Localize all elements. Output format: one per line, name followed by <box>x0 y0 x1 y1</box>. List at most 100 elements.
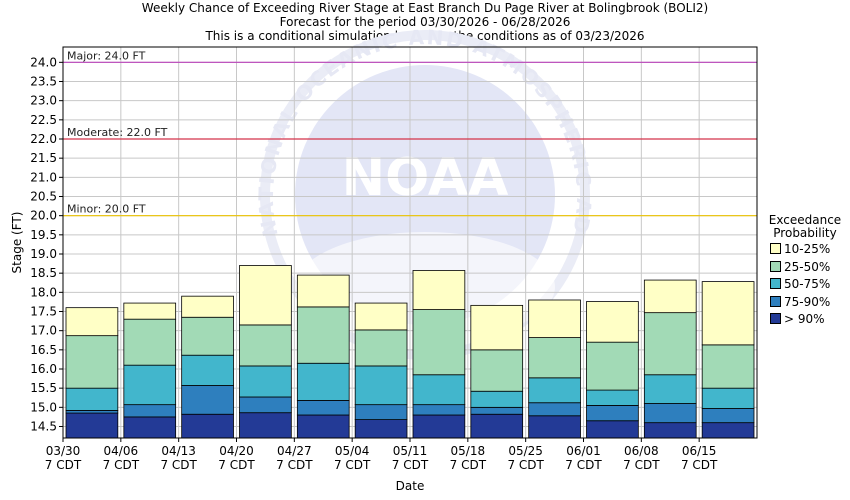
flood-stage-label: Minor: 20.0 FT <box>67 203 146 216</box>
y-tick-label: 18.5 <box>30 266 57 280</box>
x-tick-label-time: 7 CDT <box>450 458 487 472</box>
legend-swatch <box>770 313 781 324</box>
bar-segment <box>296 274 350 308</box>
bar-segment <box>586 420 639 439</box>
bar-segment <box>181 354 234 386</box>
x-tick-label-date: 06/01 <box>566 444 601 458</box>
x-tick-label-time: 7 CDT <box>392 458 429 472</box>
bar-segment <box>643 312 697 376</box>
legend-label: 50-75% <box>784 277 831 291</box>
bar-segment <box>701 422 755 439</box>
bar-segment <box>528 402 581 417</box>
x-tick-label-date: 03/30 <box>46 444 81 458</box>
legend-label: 25-50% <box>784 259 831 274</box>
x-tick-label-date: 05/25 <box>508 444 543 458</box>
legend-label: 75-90% <box>784 294 831 309</box>
bar-segment <box>412 374 466 406</box>
legend-swatch <box>770 260 781 272</box>
legend-subtitle: Probability <box>773 226 837 240</box>
x-tick-label-date: 04/13 <box>161 444 196 458</box>
bar-segment <box>470 413 524 439</box>
bar-segment <box>470 390 524 408</box>
bar-segment <box>123 404 177 418</box>
bar-segment <box>181 385 234 415</box>
chart-subtitle-period: Forecast for the period 03/30/2026 - 06/… <box>279 15 571 29</box>
bar-segment <box>586 389 639 406</box>
flood-stage-label: Moderate: 22.0 FT <box>67 126 168 139</box>
chart-title: Weekly Chance of Exceeding River Stage a… <box>141 1 709 15</box>
legend-swatch <box>770 243 781 254</box>
y-axis-title: Stage (FT) <box>10 212 24 274</box>
y-tick-label: 19.0 <box>30 247 57 261</box>
bar-segment <box>354 404 408 420</box>
bar-segment <box>412 270 466 310</box>
plot-border <box>62 46 758 439</box>
legend-swatch <box>770 278 781 289</box>
x-tick-label-time: 7 CDT <box>681 458 718 472</box>
y-tick-label: 18.0 <box>30 285 57 299</box>
x-axis-title: Date <box>396 479 425 493</box>
y-tick-label: 22.5 <box>30 113 57 127</box>
bar-segment <box>701 344 755 389</box>
y-tick-label: 16.0 <box>30 362 57 376</box>
x-tick-label-time: 7 CDT <box>160 458 197 472</box>
x-tick-label-date: 04/06 <box>104 444 139 458</box>
legend-swatch <box>770 295 781 307</box>
x-tick-label-time: 7 CDT <box>334 458 371 472</box>
bar-segment <box>701 387 755 409</box>
legend-item: 10-25% <box>770 243 830 256</box>
bar-segment <box>354 365 408 406</box>
bar-segment <box>65 412 119 439</box>
bar-segment <box>586 341 639 391</box>
x-tick-label-time: 7 CDT <box>218 458 255 472</box>
y-tick-label: 22.0 <box>30 132 57 146</box>
x-tick-label-date: 04/27 <box>277 444 312 458</box>
bar-segment <box>65 387 119 411</box>
x-tick-label-date: 05/11 <box>393 444 428 458</box>
bar-segment <box>354 329 408 367</box>
bar-segment <box>701 281 755 346</box>
y-tick-label: 20.5 <box>30 190 57 204</box>
bar-segment <box>528 337 581 379</box>
watermark-logo-text: NOAA <box>342 148 509 208</box>
bar-segment <box>181 413 234 439</box>
x-tick-label-date: 05/18 <box>451 444 486 458</box>
bar-segment <box>528 415 581 439</box>
x-tick-label-time: 7 CDT <box>276 458 313 472</box>
bar-segment <box>470 304 524 351</box>
bar-segment <box>65 307 119 337</box>
y-tick-label: 23.0 <box>30 94 57 108</box>
bar-segment <box>123 416 177 439</box>
bar-segment <box>412 404 466 416</box>
bar-segment <box>181 295 234 318</box>
bar-segment <box>296 414 350 439</box>
bar-segment <box>239 265 292 326</box>
x-tick-label-time: 7 CDT <box>623 458 660 472</box>
bar-segment <box>296 400 350 416</box>
legend-title: Exceedance <box>768 213 842 227</box>
y-tick-label: 17.5 <box>30 305 57 319</box>
x-tick-label-date: 06/15 <box>682 444 717 458</box>
legend-item: 25-50% <box>770 259 831 274</box>
bar-segment <box>412 309 466 376</box>
y-tick-label: 16.5 <box>30 343 57 357</box>
y-tick-label: 15.0 <box>30 400 57 414</box>
bar-segment <box>123 302 177 320</box>
bar-segment <box>412 414 466 439</box>
bar-segment <box>643 374 697 404</box>
bar-segment <box>296 362 350 401</box>
x-tick-label-time: 7 CDT <box>103 458 140 472</box>
bar-segment <box>296 306 350 364</box>
x-tick-label-date: 04/20 <box>219 444 254 458</box>
flood-stage-label: Major: 24.0 FT <box>67 49 146 62</box>
bar-segment <box>239 396 292 414</box>
legend-item: > 90% <box>770 313 825 326</box>
x-tick-label-time: 7 CDT <box>45 458 82 472</box>
bar-segment <box>586 405 639 422</box>
bar-segment <box>701 408 755 424</box>
y-tick-label: 15.5 <box>30 381 57 395</box>
x-tick-label-date: 05/04 <box>335 444 370 458</box>
y-tick-label: 23.5 <box>30 75 57 89</box>
y-tick-label: 20.0 <box>30 209 57 223</box>
bar-segment <box>586 301 639 343</box>
